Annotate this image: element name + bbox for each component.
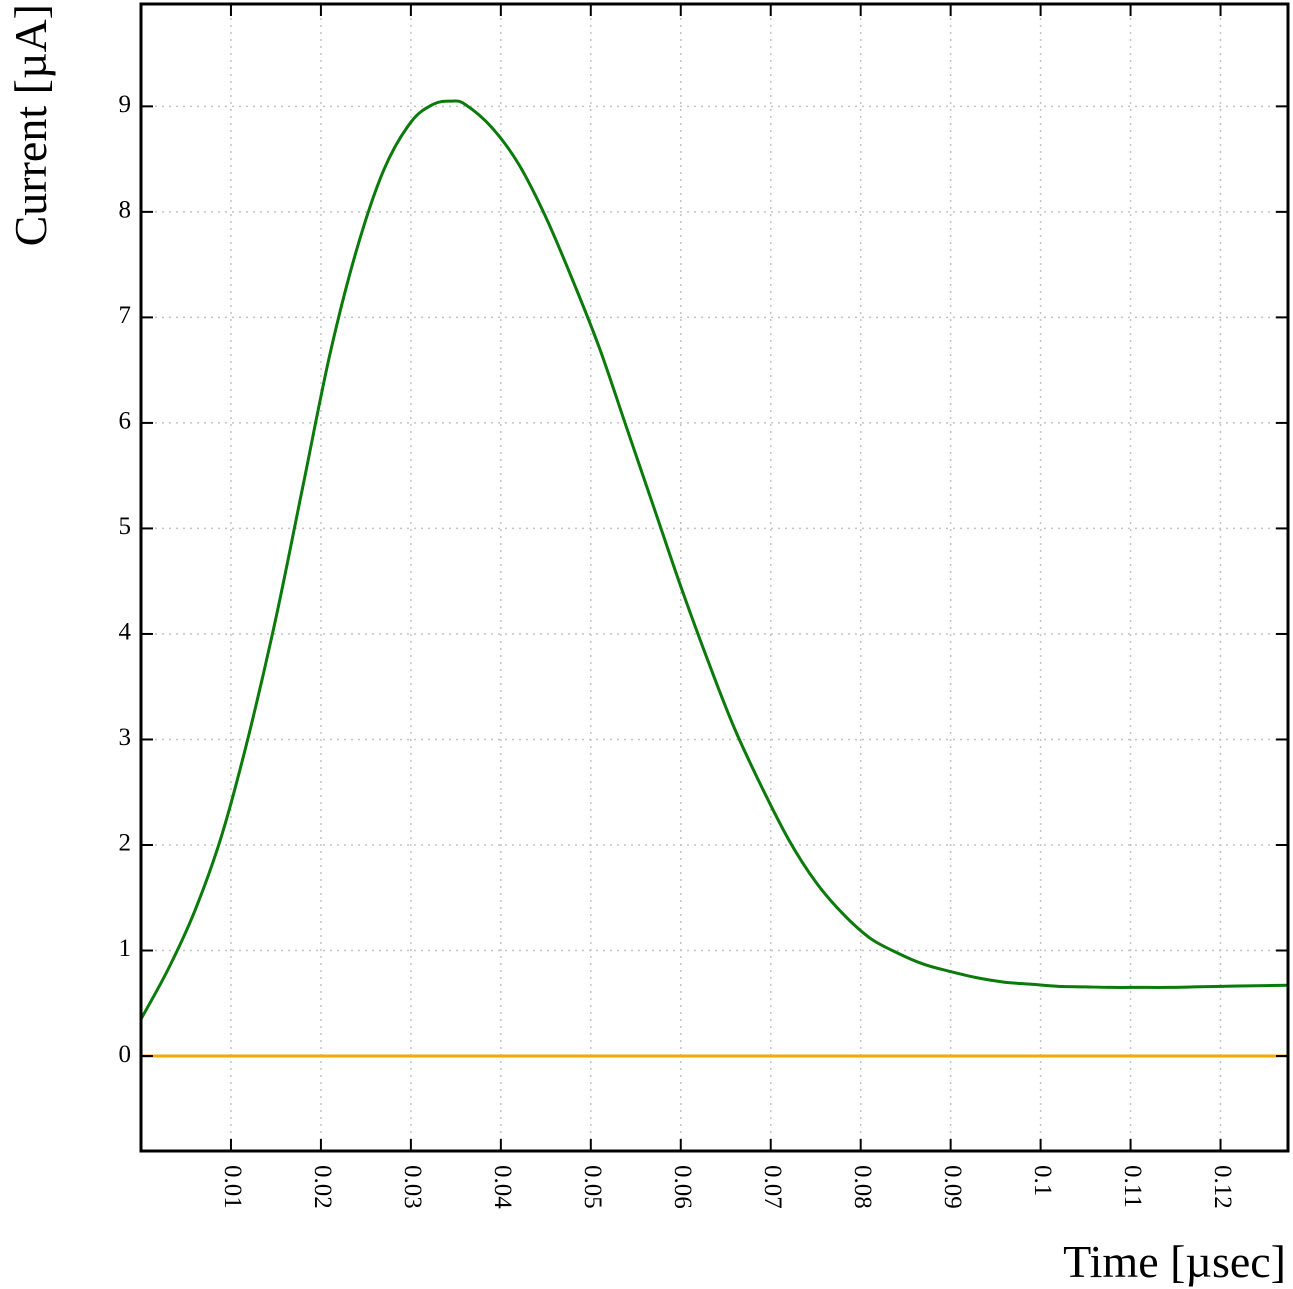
y-tick-label: 9 <box>119 91 132 118</box>
y-tick-label: 7 <box>119 302 132 329</box>
x-tick-label: 0.07 <box>759 1165 786 1209</box>
y-tick-label: 2 <box>119 830 132 857</box>
x-tick-label: 0.04 <box>489 1165 516 1209</box>
x-tick-label: 0.05 <box>579 1165 606 1209</box>
ticks <box>141 4 1288 1151</box>
y-tick-label: 0 <box>119 1041 132 1068</box>
x-tick-label: 0.06 <box>669 1165 696 1209</box>
x-tick-label: 0.12 <box>1209 1165 1236 1209</box>
y-axis-label: Current [µA] <box>5 4 56 246</box>
x-tick-label: 0.03 <box>399 1165 426 1209</box>
y-tick-label: 4 <box>119 619 132 646</box>
y-tick-label: 3 <box>119 724 132 751</box>
x-tick-label: 0.1 <box>1029 1165 1056 1196</box>
x-axis-label: Time [µsec] <box>1063 1236 1286 1287</box>
x-tick-label: 0.09 <box>939 1165 966 1209</box>
series-group <box>139 99 1289 1058</box>
y-tick-label: 6 <box>119 408 132 435</box>
y-tick-labels: 0 1 2 3 4 5 6 7 8 9 <box>119 91 132 1068</box>
series-line-1 <box>139 99 1289 1020</box>
x-tick-label: 0.11 <box>1119 1165 1146 1208</box>
x-tick-label: 0.02 <box>309 1165 336 1209</box>
x-tick-labels: 0.01 0.02 0.03 0.04 0.05 0.06 0.07 0.08 0.09 0.1 0… <box>219 1165 1236 1209</box>
y-tick-label: 8 <box>119 197 132 224</box>
plot-frame <box>139 2 1290 1153</box>
y-tick-label: 1 <box>119 935 132 962</box>
x-tick-label: 0.01 <box>219 1165 246 1209</box>
x-tick-label: 0.08 <box>849 1165 876 1209</box>
grid <box>141 4 1288 1151</box>
y-tick-label: 5 <box>119 513 132 540</box>
